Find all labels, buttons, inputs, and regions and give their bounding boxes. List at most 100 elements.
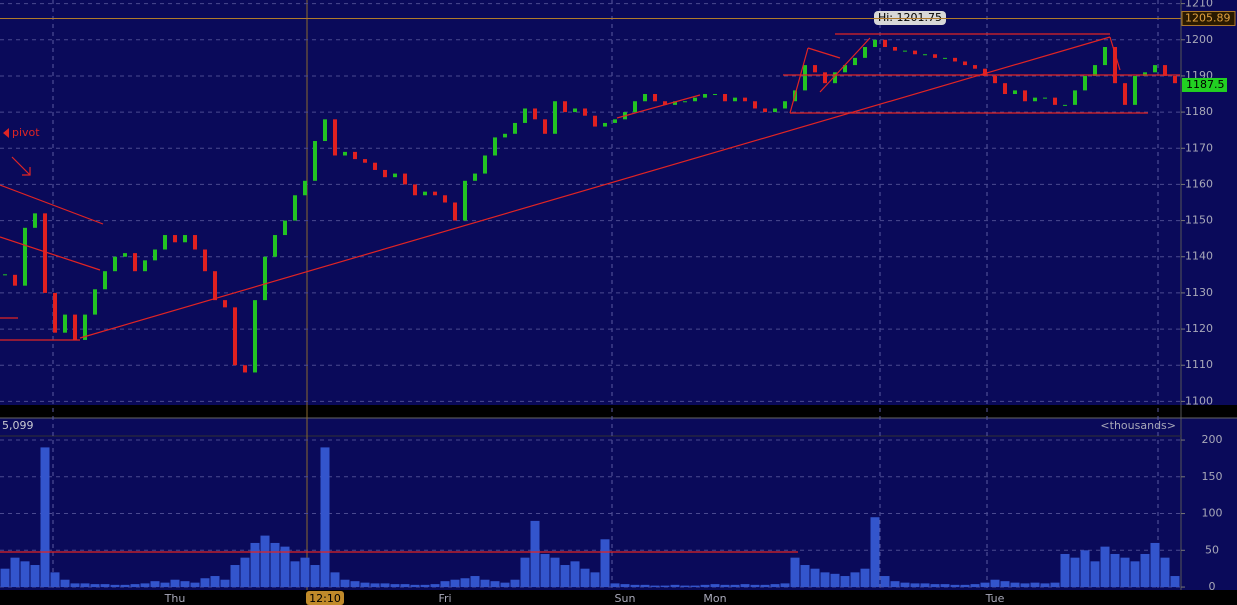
volume-bar — [220, 579, 230, 588]
volume-bar — [920, 583, 930, 588]
y-tick-label: 1180 — [1185, 105, 1213, 118]
volume-bar — [380, 583, 390, 588]
candle — [823, 72, 827, 84]
volume-bar — [320, 447, 330, 588]
volume-bar — [770, 584, 780, 588]
candle — [253, 300, 257, 373]
panel-gap — [0, 405, 1237, 418]
y-tick-label: 1130 — [1185, 286, 1213, 299]
candle — [263, 256, 267, 301]
volume-bar — [430, 584, 440, 588]
marks — [0, 39, 1180, 588]
candle — [833, 72, 837, 84]
volume-bar — [370, 583, 380, 588]
volume-bar — [960, 584, 970, 588]
volume-bar — [630, 584, 640, 588]
candle — [403, 173, 407, 185]
candle — [433, 191, 437, 196]
candle — [1133, 75, 1137, 105]
candle — [723, 94, 727, 102]
volume-bar — [560, 565, 570, 588]
volume-bar — [460, 578, 470, 588]
volume-bar — [1110, 553, 1120, 588]
candle — [1063, 104, 1067, 106]
volume-bar — [710, 584, 720, 588]
candle — [363, 159, 367, 163]
candle — [1153, 65, 1157, 73]
candle — [173, 235, 177, 243]
volume-bar — [900, 582, 910, 588]
candle — [123, 253, 127, 257]
candle — [273, 235, 277, 257]
volume-bar — [580, 568, 590, 588]
candle — [973, 65, 977, 69]
candle — [893, 47, 897, 51]
volume-bar — [180, 581, 190, 588]
volume-bar — [1000, 581, 1010, 588]
volume-bar — [270, 542, 280, 588]
candle — [633, 101, 637, 113]
volume-bar — [550, 557, 560, 588]
volume-bar — [1100, 546, 1110, 588]
volume-bar — [700, 584, 710, 588]
volume-bar — [740, 584, 750, 588]
last-price-label: 1187.5 — [1186, 78, 1225, 91]
day-separators — [52, 0, 1159, 590]
candle — [203, 249, 207, 272]
candle — [613, 119, 617, 123]
candle — [883, 39, 887, 48]
candle — [183, 235, 187, 243]
candle — [3, 274, 7, 276]
trend-line — [616, 94, 701, 119]
candle — [303, 180, 307, 196]
volume-bar — [650, 585, 660, 588]
candle — [1043, 97, 1047, 99]
volume-bar — [60, 579, 70, 588]
volume-bar — [100, 584, 110, 588]
candle — [193, 235, 197, 250]
candle — [653, 94, 657, 102]
y-tick-label: 1210 — [1185, 0, 1213, 10]
volume-bar — [0, 568, 10, 588]
y-tick-label: 1160 — [1185, 177, 1213, 190]
candle — [333, 119, 337, 156]
volume-bar — [750, 584, 760, 588]
volume-bar — [720, 584, 730, 588]
candle — [163, 235, 167, 250]
candle — [863, 47, 867, 58]
volume-bar — [260, 535, 270, 588]
volume-bar — [40, 447, 50, 588]
trend-line — [807, 47, 841, 59]
candle — [553, 101, 557, 134]
candle — [983, 68, 987, 76]
candle — [1173, 75, 1177, 84]
trend-line — [1109, 36, 1121, 71]
candle — [453, 202, 457, 221]
candle — [393, 173, 397, 178]
volume-bar — [310, 565, 320, 588]
candle — [1033, 97, 1037, 102]
x-tick-label: Thu — [164, 592, 186, 605]
volume-bar — [660, 585, 670, 588]
candle — [323, 119, 327, 142]
candle — [73, 314, 77, 340]
volume-bar — [860, 568, 870, 588]
volume-bar — [1130, 561, 1140, 588]
volume-bar — [200, 578, 210, 588]
y-tick-label: 1200 — [1185, 33, 1213, 46]
volume-bar — [980, 582, 990, 588]
volume-bar — [780, 583, 790, 588]
volume-bar — [1070, 557, 1080, 588]
candle — [1093, 65, 1097, 76]
volume-bar — [240, 557, 250, 588]
volume-bar — [330, 572, 340, 588]
candle — [543, 119, 547, 134]
volume-bar — [940, 584, 950, 588]
candle — [1013, 90, 1017, 95]
candle — [943, 57, 947, 59]
volume-bar — [810, 568, 820, 588]
candle — [13, 274, 17, 286]
volume-bar — [400, 584, 410, 588]
volume-bar — [530, 520, 540, 588]
candle — [223, 300, 227, 308]
